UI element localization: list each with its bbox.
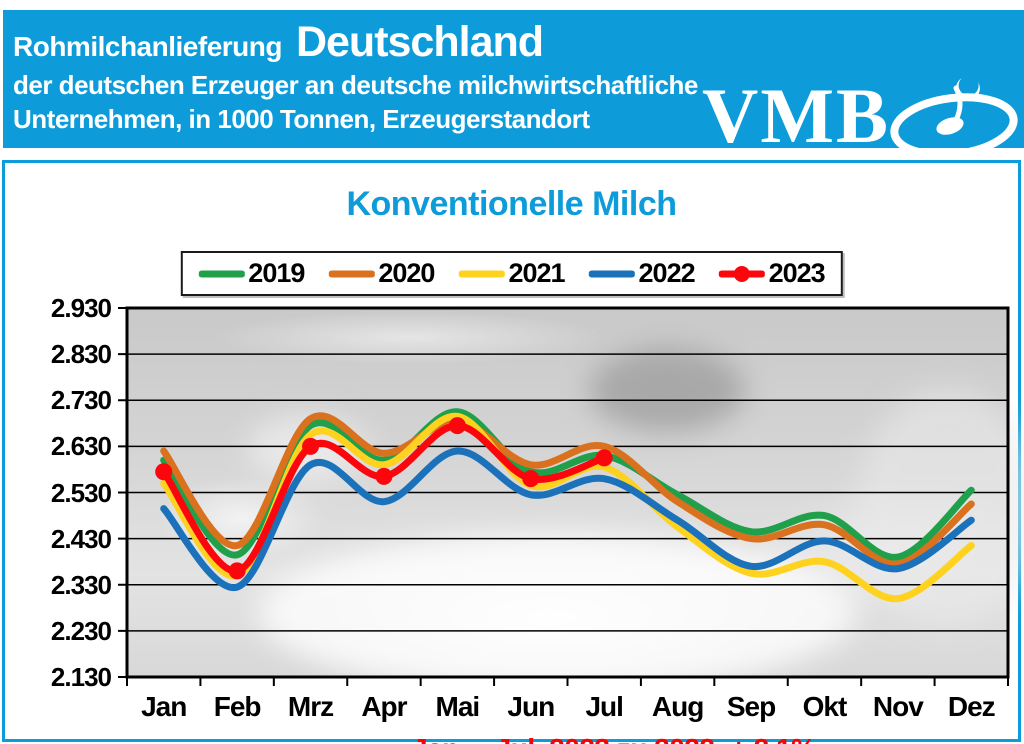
y-tick-label: 2.630 xyxy=(50,431,112,462)
legend-item-2019: 2019 xyxy=(198,258,305,289)
header-title-small: Rohmilchanlieferung xyxy=(13,31,282,62)
y-tick-label: 2.530 xyxy=(50,477,112,508)
legend-item-2023: 2023 xyxy=(718,258,826,289)
x-tick-label: Jun xyxy=(507,691,555,722)
legend-label-2022: 2022 xyxy=(638,258,696,288)
x-tick-label: Apr xyxy=(361,691,407,722)
axis-ticks xyxy=(118,307,1009,686)
legend-label-2023: 2023 xyxy=(768,258,826,288)
x-tick-label: Jul xyxy=(585,691,623,722)
legend-item-2021: 2021 xyxy=(458,258,566,289)
header-banner: Rohmilchanlieferung Deutschland der deut… xyxy=(3,10,1024,159)
legend-swatch-2023 xyxy=(718,265,765,282)
y-tick-label: 2.130 xyxy=(50,662,112,692)
y-tick-label: 2.830 xyxy=(50,339,112,370)
legend-item-2020: 2020 xyxy=(328,258,435,289)
y-tick-label: 2.230 xyxy=(50,615,112,646)
legend-swatch-2019 xyxy=(198,270,245,277)
legend-label-2020: 2020 xyxy=(378,258,435,288)
x-tick-label: Nov xyxy=(872,691,924,722)
chart-panel: Konventionelle Milch 2019 2020 2021 2022 202… xyxy=(2,160,1024,744)
header-subtitle: der deutschen Erzeuger an deutsche milch… xyxy=(13,70,698,134)
header-title-large: Deutschland xyxy=(295,18,544,66)
annotation-text: Jan. – Jul. 2023 zu 2022: + 2,1% xyxy=(412,733,816,744)
chart-canvas xyxy=(118,306,1024,693)
x-tick-label: Jan xyxy=(141,691,187,722)
y-tick-label: 2.430 xyxy=(50,523,112,554)
series-markers-2023 xyxy=(155,417,613,580)
header-title-row: Rohmilchanlieferung Deutschland xyxy=(13,18,544,67)
x-tick-label: Dez xyxy=(947,691,996,722)
x-tick-label: Feb xyxy=(213,691,262,722)
data-series xyxy=(155,408,975,603)
chart-legend: 2019 2020 2021 2022 2023 xyxy=(180,251,843,296)
plot-area: Jan. – Jul. 2023 zu 2022: + 2,1% Quelle:… xyxy=(118,306,1024,744)
y-tick-label: 2.330 xyxy=(50,569,112,600)
legend-label-2021: 2021 xyxy=(508,258,565,288)
x-tick-label: Sep xyxy=(726,691,776,722)
legend-swatch-2020 xyxy=(328,270,375,277)
series-line-2020 xyxy=(160,412,975,568)
legend-swatch-2022 xyxy=(588,270,635,277)
x-tick-label: Aug xyxy=(651,691,704,722)
series-line-2022 xyxy=(160,447,975,591)
vmb-logo: VMB xyxy=(702,68,1022,164)
legend-swatch-2021 xyxy=(458,270,505,277)
x-tick-label: Mai xyxy=(435,691,481,722)
vmb-logo-emblem-icon xyxy=(890,78,1018,159)
legend-item-2022: 2022 xyxy=(588,258,696,289)
x-tick-label: Mrz xyxy=(287,691,334,722)
x-tick-label: Okt xyxy=(802,691,848,722)
legend-label-2019: 2019 xyxy=(248,258,305,288)
vmb-logo-text: VMB xyxy=(702,72,890,159)
y-tick-label: 2.930 xyxy=(50,293,112,323)
y-tick-label: 2.730 xyxy=(50,385,112,416)
chart-title: Konventionelle Milch xyxy=(346,185,677,223)
